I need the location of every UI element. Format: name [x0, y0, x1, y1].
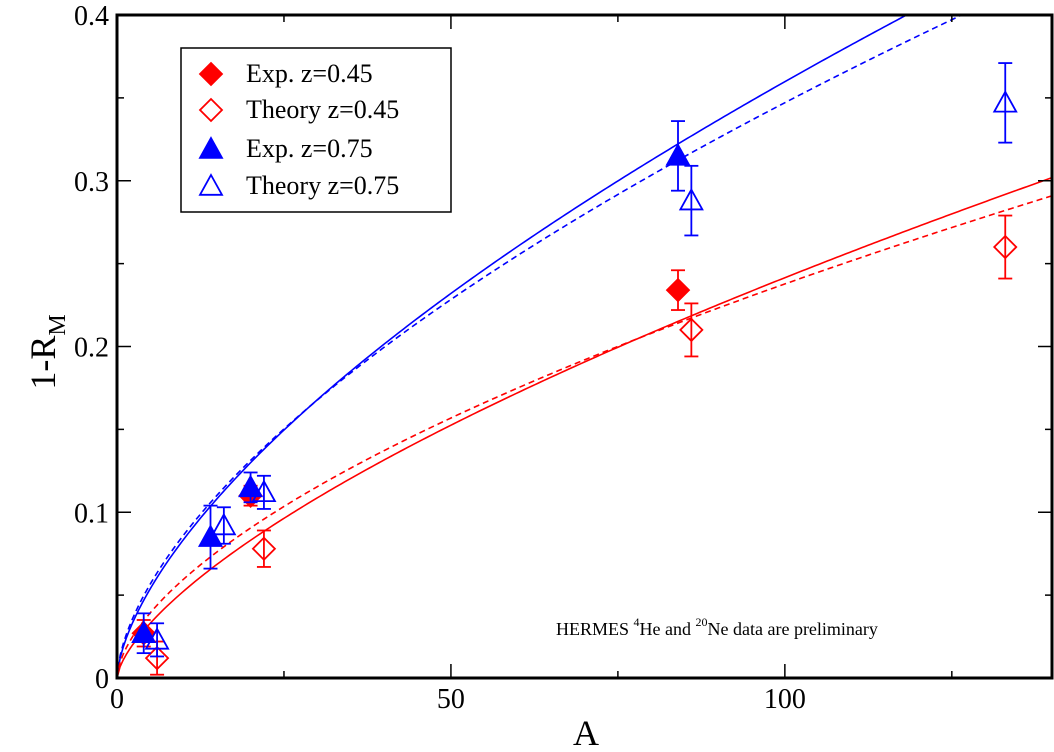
marker-diamond-filled — [665, 277, 691, 303]
fit-curves — [117, 15, 1052, 678]
legend-label: Exp. z=0.75 — [246, 134, 373, 163]
data-point — [131, 612, 157, 655]
note-suffix: Ne data are preliminary — [708, 619, 878, 639]
fit-curve-dashed — [117, 15, 964, 678]
data-point — [992, 62, 1018, 144]
fit-curve-solid — [117, 176, 1052, 678]
data-points — [131, 62, 1018, 676]
legend-box — [180, 47, 452, 213]
fit-curve-dashed — [117, 195, 1052, 678]
legend-marker-exp-z045 — [198, 61, 224, 87]
marker-triangle-filled — [665, 143, 691, 166]
y-axis-title-main: 1-R — [23, 336, 63, 390]
marker-triangle-filled — [197, 524, 224, 547]
marker-diamond-open — [144, 645, 170, 671]
data-point — [251, 529, 277, 568]
y-tick-label: 0.2 — [74, 333, 109, 364]
marker-diamond-open — [992, 234, 1018, 260]
y-tick-label: 0.3 — [74, 167, 109, 198]
marker-triangle-open — [198, 173, 224, 196]
marker-triangle-filled — [198, 136, 224, 159]
data-point — [211, 506, 237, 545]
y-axis-title-subscript: M — [45, 314, 71, 335]
data-point — [679, 302, 704, 358]
y-axis-title: 1-RM — [23, 314, 71, 389]
x-tick-label: 50 — [437, 684, 465, 715]
legend-item: Exp. z=0.75 — [198, 134, 373, 163]
marker-triangle-open — [144, 627, 170, 650]
data-point — [678, 164, 704, 237]
marker-triangle-filled — [238, 474, 264, 498]
x-tick-label: 0 — [110, 684, 124, 715]
marker-triangle-open — [251, 479, 277, 503]
data-point — [992, 214, 1018, 280]
marker-diamond-open — [251, 536, 277, 561]
marker-triangle-open — [992, 89, 1018, 113]
legend-marker-theory-z075 — [198, 173, 224, 196]
data-point — [665, 120, 691, 192]
x-axis-title: A — [573, 713, 599, 752]
note-superscript-20: 20 — [696, 615, 708, 629]
legend-label: Exp. z=0.45 — [246, 59, 373, 88]
marker-diamond-open — [679, 317, 704, 343]
y-tick-label: 0 — [95, 664, 109, 695]
note-middle: He and — [640, 619, 696, 639]
data-point — [238, 471, 264, 504]
fit-curve-solid — [117, 15, 909, 678]
data-point — [665, 269, 691, 311]
data-point — [197, 504, 224, 570]
axis-tick-labels: 0 50 100 0 0.1 0.2 0.3 0.4 — [74, 1, 806, 715]
marker-diamond-open — [198, 97, 224, 123]
legend-label: Theory z=0.45 — [246, 95, 399, 124]
marker-triangle-open — [678, 187, 704, 211]
marker-triangle-filled — [131, 620, 157, 643]
legend-marker-theory-z045 — [198, 97, 224, 123]
legend: Exp. z=0.45 Theory z=0.45 Exp. z=0.75 Th… — [180, 47, 452, 213]
legend-marker-exp-z075 — [198, 136, 224, 159]
legend-item: Theory z=0.45 — [198, 95, 399, 124]
data-point — [144, 622, 170, 658]
legend-item: Theory z=0.75 — [198, 171, 399, 200]
preliminary-note: HERMES 4He and 20Ne data are preliminary — [556, 615, 878, 639]
y-tick-label: 0.1 — [74, 498, 109, 529]
y-tick-label: 0.4 — [74, 1, 109, 32]
axis-ticks — [116, 14, 1052, 679]
note-superscript-4: 4 — [634, 615, 640, 629]
marker-diamond-filled — [198, 61, 224, 87]
legend-label: Theory z=0.75 — [246, 171, 399, 200]
note-prefix: HERMES — [556, 619, 634, 639]
x-tick-label: 100 — [764, 684, 806, 715]
data-point — [251, 474, 277, 510]
marker-triangle-open — [211, 512, 237, 536]
legend-item: Exp. z=0.45 — [198, 59, 373, 88]
